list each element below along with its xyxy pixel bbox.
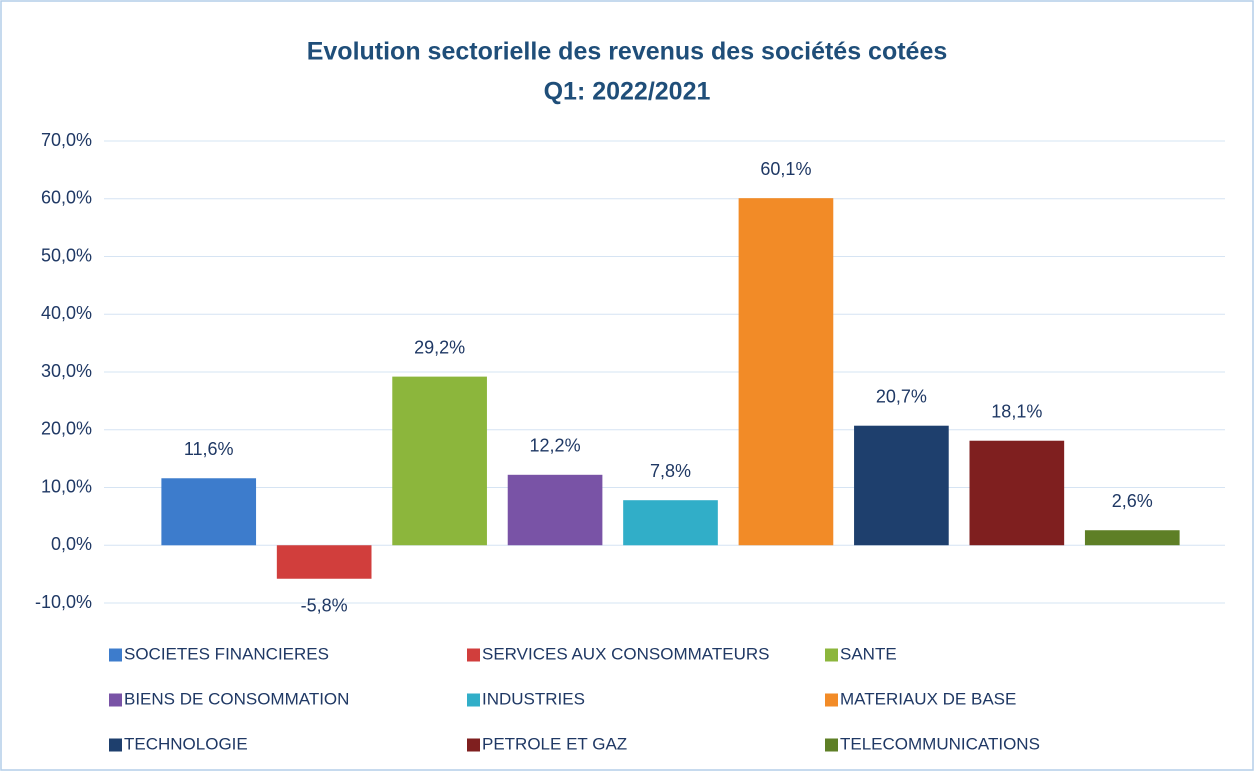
y-tick-label: 70,0% [41,130,92,150]
bar [969,440,1065,546]
legend-swatch [109,648,122,662]
data-label: 29,2% [414,337,465,357]
legend-swatch [467,648,480,662]
bar [1084,530,1180,546]
legend-label: TECHNOLOGIE [124,734,248,753]
chart-title: Evolution sectorielle des revenus des so… [307,38,948,66]
chart-subtitle: Q1: 2022/2021 [544,78,711,106]
data-label: 20,7% [876,386,927,406]
bar [507,474,603,546]
legend-label: BIENS DE CONSOMMATION [124,689,349,708]
legend-swatch [467,738,480,752]
bar [623,500,718,546]
y-tick-label: 40,0% [41,303,92,323]
data-label: 7,8% [650,461,691,481]
data-label: 12,2% [530,436,581,456]
legend-label: MATERIAUX DE BASE [840,689,1016,708]
legend-swatch [109,693,122,707]
data-label: 60,1% [760,159,811,179]
y-tick-label: -10,0% [35,592,92,612]
legend-label: INDUSTRIES [482,689,585,708]
y-tick-label: 10,0% [41,476,92,496]
data-label: -5,8% [301,595,348,615]
legend-label: TELECOMMUNICATIONS [840,734,1040,753]
legend-label: SANTE [840,644,897,663]
legend-label: SERVICES AUX CONSOMMATEURS [482,644,769,663]
legend-swatch [825,738,838,752]
legend-swatch [825,648,838,662]
y-tick-label: 20,0% [41,419,92,439]
y-tick-label: 0,0% [51,534,92,554]
legend-swatch [109,738,122,752]
data-label: 2,6% [1112,491,1153,511]
data-label: 11,6% [184,439,234,459]
data-label: 18,1% [991,401,1042,421]
y-tick-label: 60,0% [41,188,92,208]
bar [738,198,834,546]
bar [276,545,372,579]
bar [392,376,487,546]
y-tick-label: 30,0% [41,361,92,381]
legend-swatch [467,693,480,707]
legend-label: PETROLE ET GAZ [482,734,627,753]
legend-swatch [825,693,838,707]
legend-label: SOCIETES FINANCIERES [124,644,329,663]
bar [854,425,949,546]
y-tick-label: 50,0% [41,245,92,265]
bar [161,478,257,546]
